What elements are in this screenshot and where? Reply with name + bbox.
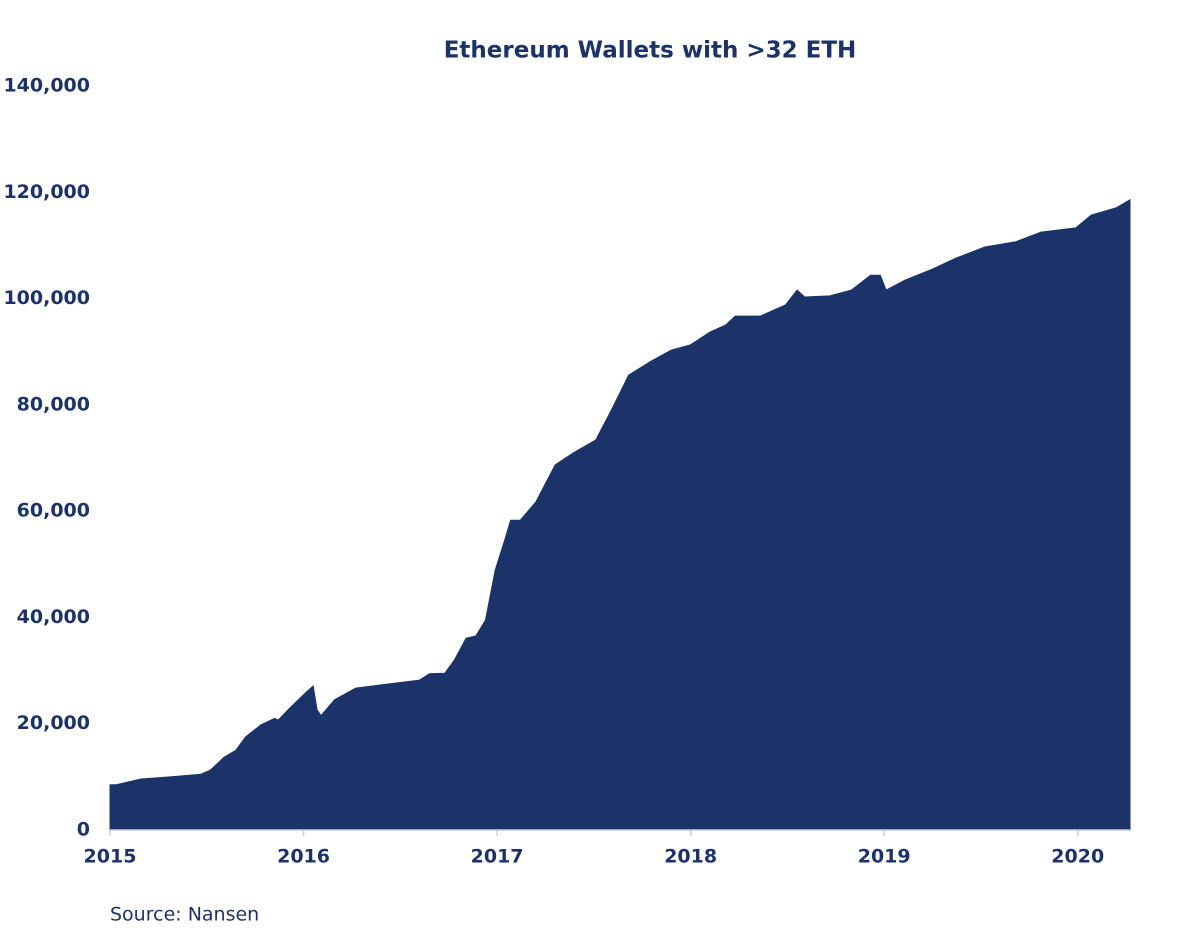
x-tick-label: 2018 (664, 846, 717, 868)
y-tick-label: 100,000 (3, 287, 90, 309)
x-tick-label: 2017 (471, 846, 524, 868)
chart-title: Ethereum Wallets with >32 ETH (444, 38, 857, 64)
y-tick-label: 60,000 (17, 500, 90, 522)
x-tick-label: 2016 (277, 846, 330, 868)
x-tick-label: 2015 (84, 846, 137, 868)
y-tick-label: 40,000 (17, 606, 90, 628)
x-tick-label: 2019 (858, 846, 911, 868)
y-tick-label: 80,000 (17, 393, 90, 415)
area (109, 198, 1131, 831)
source-note: Source: Nansen (110, 904, 259, 926)
y-tick-label: 140,000 (3, 75, 90, 97)
y-tick-label: 20,000 (17, 712, 90, 734)
x-tick-label: 2020 (1051, 846, 1104, 868)
y-tick-label: 0 (77, 819, 90, 841)
y-tick-label: 120,000 (3, 181, 90, 203)
